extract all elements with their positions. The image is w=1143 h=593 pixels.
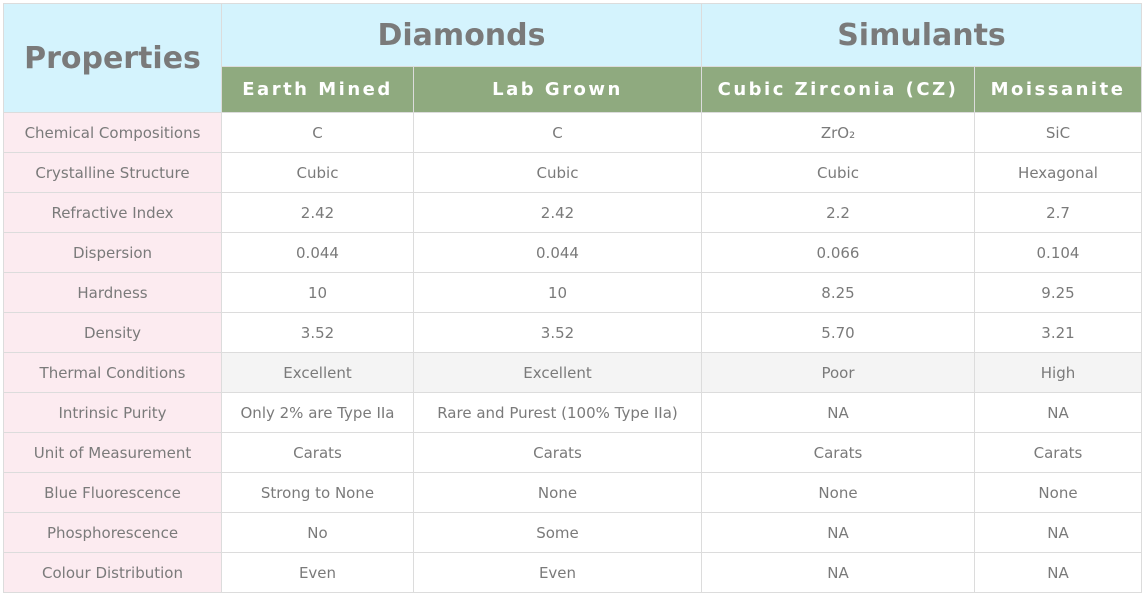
table-cell: Carats bbox=[221, 432, 414, 473]
table-cell: 0.044 bbox=[221, 232, 414, 273]
table-cell: NA bbox=[974, 392, 1142, 433]
table-cell: Carats bbox=[413, 432, 702, 473]
table-cell: High bbox=[974, 352, 1142, 393]
table-cell: NA bbox=[701, 392, 975, 433]
table-cell: 2.2 bbox=[701, 192, 975, 233]
group-header-simulants: Simulants bbox=[701, 3, 1142, 67]
row-label: Phosphorescence bbox=[3, 512, 222, 553]
table-cell: 3.52 bbox=[413, 312, 702, 353]
row-label: Crystalline Structure bbox=[3, 152, 222, 193]
group-header-diamonds: Diamonds bbox=[221, 3, 702, 67]
column-header: Cubic Zirconia (CZ) bbox=[701, 66, 975, 113]
table-cell: None bbox=[413, 472, 702, 513]
table-cell: 8.25 bbox=[701, 272, 975, 313]
table-cell: 5.70 bbox=[701, 312, 975, 353]
row-label: Density bbox=[3, 312, 222, 353]
table-cell: Carats bbox=[974, 432, 1142, 473]
table-cell: 9.25 bbox=[974, 272, 1142, 313]
table-cell: Some bbox=[413, 512, 702, 553]
row-label: Intrinsic Purity bbox=[3, 392, 222, 433]
column-header: Lab Grown bbox=[413, 66, 702, 113]
row-label: Chemical Compositions bbox=[3, 112, 222, 153]
table-cell: Only 2% are Type IIa bbox=[221, 392, 414, 433]
table-cell: 2.42 bbox=[221, 192, 414, 233]
table-row: Colour Distribution Even Even NA NA bbox=[3, 552, 1142, 593]
table-cell: Excellent bbox=[221, 352, 414, 393]
row-label: Refractive Index bbox=[3, 192, 222, 233]
table-row: Phosphorescence No Some NA NA bbox=[3, 512, 1142, 553]
table-cell: Hexagonal bbox=[974, 152, 1142, 193]
table-row: Chemical Compositions C C ZrO₂ SiC bbox=[3, 112, 1142, 153]
row-label: Unit of Measurement bbox=[3, 432, 222, 473]
row-label: Dispersion bbox=[3, 232, 222, 273]
table-cell: Cubic bbox=[413, 152, 702, 193]
table-cell: NA bbox=[974, 512, 1142, 553]
table-cell: Carats bbox=[701, 432, 975, 473]
table-cell: None bbox=[701, 472, 975, 513]
table-row: Crystalline Structure Cubic Cubic Cubic Hexa… bbox=[3, 152, 1142, 193]
table-cell: Strong to None bbox=[221, 472, 414, 513]
row-label: Thermal Conditions bbox=[3, 352, 222, 393]
table-cell: C bbox=[413, 112, 702, 153]
table-cell: NA bbox=[701, 512, 975, 553]
table-cell: 3.52 bbox=[221, 312, 414, 353]
table-cell: 0.044 bbox=[413, 232, 702, 273]
row-label: Colour Distribution bbox=[3, 552, 222, 593]
table-cell: NA bbox=[974, 552, 1142, 593]
table-cell: 3.21 bbox=[974, 312, 1142, 353]
table-cell: No bbox=[221, 512, 414, 553]
table-row: Intrinsic Purity Only 2% are Type IIa Rare… bbox=[3, 392, 1142, 433]
column-header: Moissanite bbox=[974, 66, 1142, 113]
table-cell: Cubic bbox=[221, 152, 414, 193]
table-cell: 2.7 bbox=[974, 192, 1142, 233]
table-cell: 0.066 bbox=[701, 232, 975, 273]
table-cell: Cubic bbox=[701, 152, 975, 193]
table-cell: ZrO₂ bbox=[701, 112, 975, 153]
table-cell: Even bbox=[413, 552, 702, 593]
table-cell: C bbox=[221, 112, 414, 153]
row-label: Hardness bbox=[3, 272, 222, 313]
column-header: Earth Mined bbox=[221, 66, 414, 113]
row-label: Blue Fluorescence bbox=[3, 472, 222, 513]
table-row: Density 3.52 3.52 5.70 3.21 bbox=[3, 312, 1142, 353]
table-cell: 10 bbox=[221, 272, 414, 313]
table-cell: 10 bbox=[413, 272, 702, 313]
table-row: Refractive Index 2.42 2.42 2.2 2.7 bbox=[3, 192, 1142, 233]
table-row: Hardness 10 10 8.25 9.25 bbox=[3, 272, 1142, 313]
table-cell: 0.104 bbox=[974, 232, 1142, 273]
table-cell: NA bbox=[701, 552, 975, 593]
table-cell: Poor bbox=[701, 352, 975, 393]
table-cell: Even bbox=[221, 552, 414, 593]
comparison-table: Properties Diamonds Simulants Earth Mine… bbox=[3, 3, 1142, 593]
table-cell: None bbox=[974, 472, 1142, 513]
table-cell: 2.42 bbox=[413, 192, 702, 233]
table-cell: Excellent bbox=[413, 352, 702, 393]
table-row: Blue Fluorescence Strong to None None None N… bbox=[3, 472, 1142, 513]
table-row: Unit of Measurement Carats Carats Carats Car… bbox=[3, 432, 1142, 473]
table-cell: SiC bbox=[974, 112, 1142, 153]
properties-header: Properties bbox=[3, 3, 222, 113]
table-row: Thermal Conditions Excellent Excellent Poor… bbox=[3, 352, 1142, 393]
table-row: Dispersion 0.044 0.044 0.066 0.104 bbox=[3, 232, 1142, 273]
table-cell: Rare and Purest (100% Type IIa) bbox=[413, 392, 702, 433]
